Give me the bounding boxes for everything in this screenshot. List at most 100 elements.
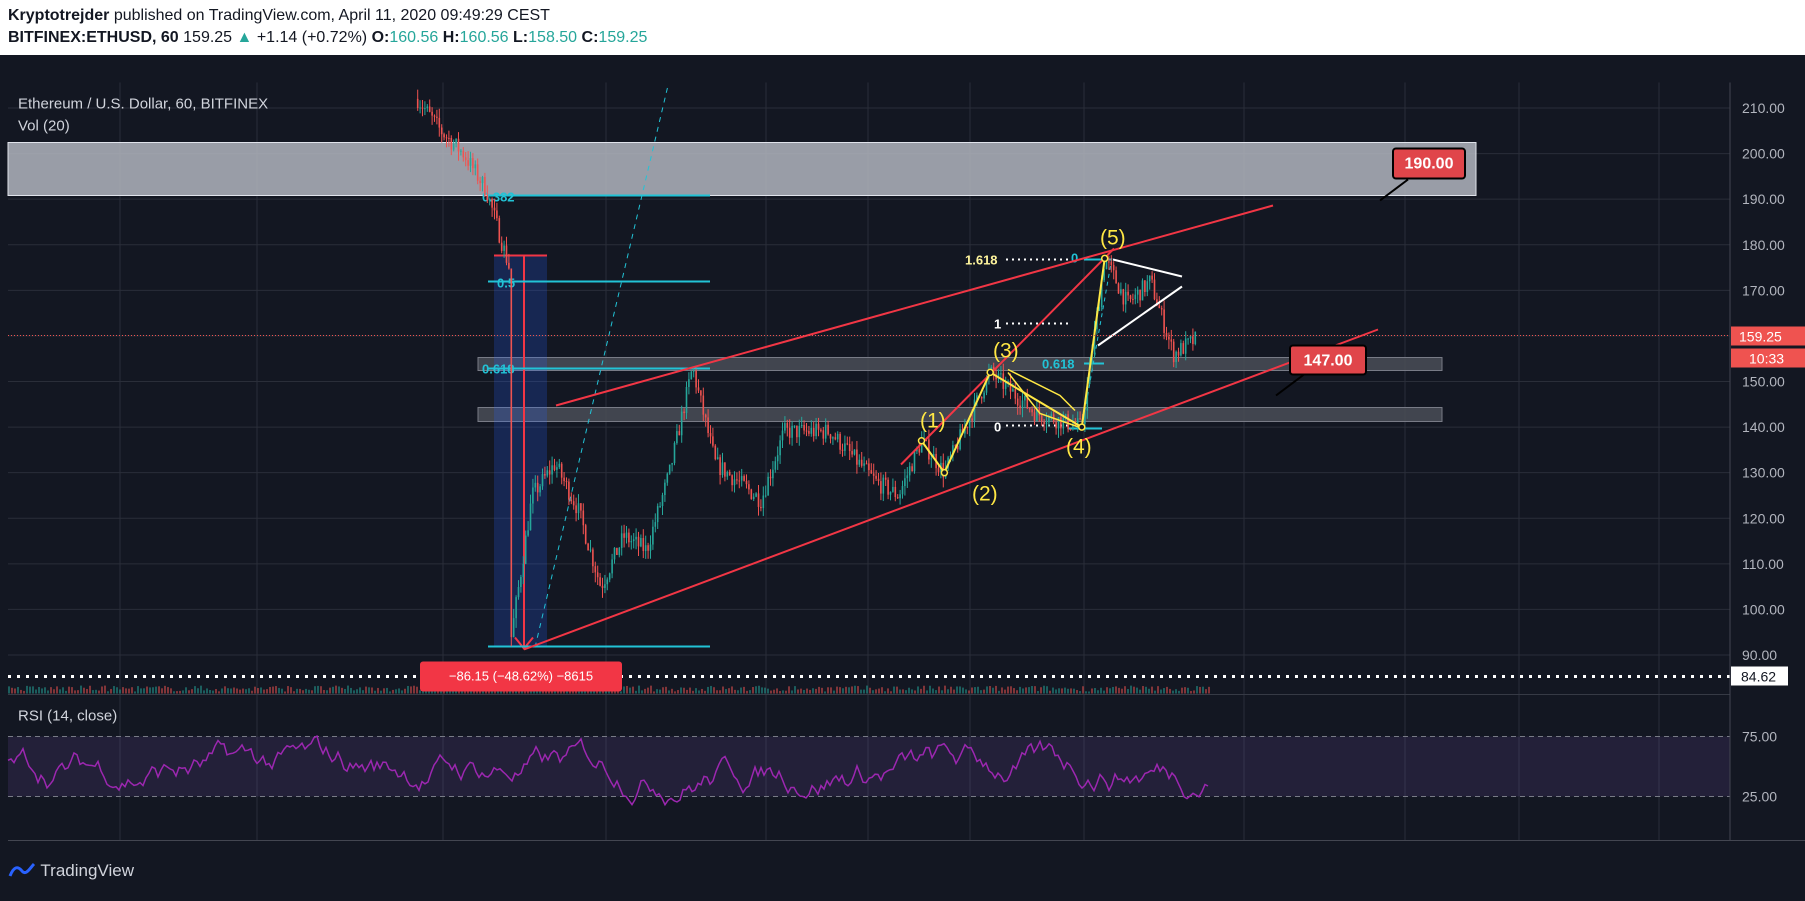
resistance-zone[interactable] xyxy=(7,142,1477,196)
volume-legend[interactable]: Vol (20) xyxy=(18,118,70,135)
candle-body xyxy=(1062,418,1065,429)
candle-body xyxy=(570,499,573,502)
volume-bar xyxy=(182,690,184,694)
candle-body xyxy=(599,577,601,586)
price-tick-label: 150.00 xyxy=(1742,374,1785,390)
candle-body xyxy=(1144,280,1146,292)
candle-body xyxy=(539,486,541,493)
tradingview-logo[interactable]: TradingView xyxy=(8,861,134,881)
candle-body xyxy=(911,466,913,472)
candle-body xyxy=(1108,261,1110,263)
fib1-trend-dashed xyxy=(534,85,669,648)
volume-bar xyxy=(674,691,676,694)
candle-body xyxy=(476,164,479,181)
volume-bar xyxy=(359,687,361,694)
volume-bar xyxy=(374,690,376,694)
volume-bar xyxy=(788,686,790,694)
volume-bar xyxy=(920,688,922,694)
fib1-label-05: 0.5 xyxy=(497,276,515,291)
volume-bar xyxy=(17,687,19,694)
wave-4-label: (4) xyxy=(1066,436,1092,459)
candle-body xyxy=(510,268,513,638)
volume-bar xyxy=(1079,691,1081,694)
candle-body xyxy=(424,108,426,110)
volume-bar xyxy=(146,686,148,694)
volume-bar xyxy=(764,687,766,694)
volume-bar xyxy=(800,688,802,694)
volume-bar xyxy=(137,686,139,694)
target-147-badge[interactable] xyxy=(1289,344,1367,376)
candle-body xyxy=(1028,408,1031,410)
candle-body xyxy=(1086,383,1089,411)
candle-body xyxy=(776,455,779,462)
candle-body xyxy=(913,451,916,472)
candle-body xyxy=(964,427,966,434)
symbol-legend[interactable]: Ethereum / U.S. Dollar, 60, BITFINEX xyxy=(18,96,268,113)
price-tick-label: 200.00 xyxy=(1742,146,1785,162)
volume-bar xyxy=(368,687,370,694)
wave-point xyxy=(986,368,994,377)
candle-body xyxy=(690,371,693,380)
volume-bar xyxy=(266,689,268,694)
candle-body xyxy=(1040,415,1043,422)
volume-bar xyxy=(956,686,958,694)
volume-bar xyxy=(1046,686,1048,694)
candle-body xyxy=(1021,400,1024,409)
volume-bar xyxy=(905,690,907,694)
target-190-badge[interactable] xyxy=(1392,147,1466,180)
volume-bar xyxy=(1205,689,1207,694)
candle-body xyxy=(1007,381,1009,383)
chart-canvas[interactable]: 0.382 0.5 0.618 1.618 0 1 0.618 0 (1) (2… xyxy=(0,55,1805,901)
volume-bar xyxy=(971,687,973,694)
candle-body xyxy=(1093,329,1096,355)
price-axis[interactable]: 210.00200.00190.00180.00170.00160.00150.… xyxy=(1742,100,1785,663)
volume-bar xyxy=(50,687,52,694)
rsi-legend[interactable]: RSI (14, close) xyxy=(18,708,117,725)
target-147-pointer xyxy=(1275,373,1305,397)
price-tick-label: 180.00 xyxy=(1742,237,1785,253)
candle-body xyxy=(764,495,767,497)
volume-bar xyxy=(26,685,28,694)
volume-bar xyxy=(1067,688,1069,694)
candle-body xyxy=(846,443,849,445)
volume-bar xyxy=(1166,686,1168,694)
volume-bar xyxy=(1190,691,1192,694)
volume-bar xyxy=(167,687,169,694)
volume-bar xyxy=(65,690,67,694)
rsi-axis[interactable]: 75.00 25.00 xyxy=(1742,729,1777,805)
volume-bar xyxy=(317,685,319,694)
candle-body xyxy=(546,470,549,476)
publisher-name[interactable]: Kryptotrejder xyxy=(8,7,110,24)
wave-channel-line[interactable] xyxy=(900,247,1115,466)
volume-bar xyxy=(1124,686,1126,694)
volume-bar xyxy=(965,689,967,694)
candle-body xyxy=(1158,305,1161,309)
volume-bar xyxy=(1151,686,1153,694)
volume-bar xyxy=(1175,689,1177,694)
candle-body xyxy=(812,427,815,437)
price-change: +1.14 (+0.72%) xyxy=(256,29,368,46)
candle-body xyxy=(1036,408,1038,421)
volume-bar xyxy=(59,689,61,694)
candle-body xyxy=(844,443,846,451)
candle-body xyxy=(1156,299,1158,306)
volume-bar xyxy=(854,685,856,694)
volume-bar xyxy=(1043,685,1045,694)
volume-bar xyxy=(1064,687,1066,694)
candle-body xyxy=(467,160,469,166)
candle-body xyxy=(1148,275,1151,282)
channel-upper-line[interactable] xyxy=(555,204,1274,407)
volume-bar xyxy=(353,690,355,694)
candle-body xyxy=(796,425,798,438)
volume-bar xyxy=(935,690,937,694)
volume-bar xyxy=(296,688,298,694)
candle-body xyxy=(724,462,726,477)
volume-bar xyxy=(872,690,874,694)
candle-body xyxy=(1000,373,1002,375)
volume-bar xyxy=(305,688,307,694)
volume-bar xyxy=(860,689,862,694)
candle-body xyxy=(668,464,671,474)
support-zone-lower[interactable] xyxy=(477,407,1443,422)
candle-body xyxy=(868,463,870,471)
channel-lower-line[interactable] xyxy=(523,328,1379,651)
